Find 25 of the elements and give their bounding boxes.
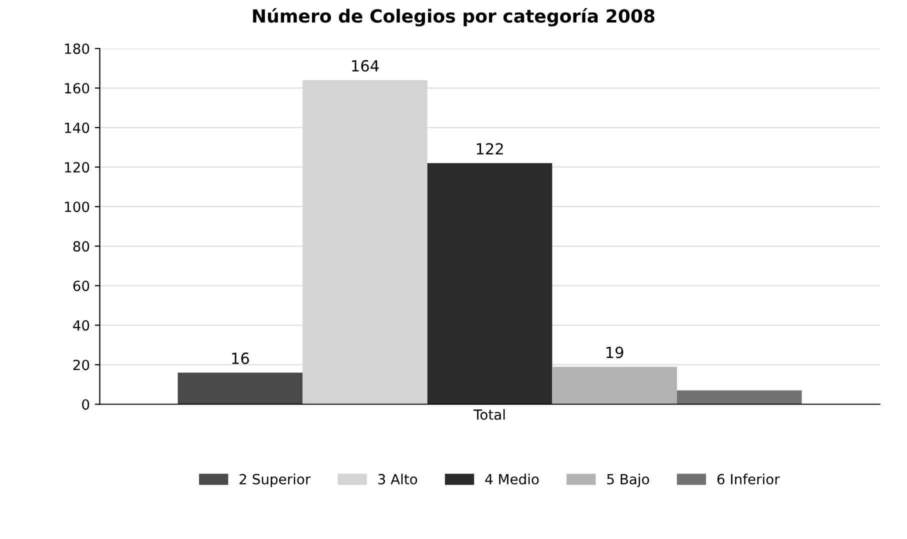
y-tick-label: 180 xyxy=(65,43,90,54)
data-label: 122 xyxy=(476,143,503,154)
bar xyxy=(427,163,552,404)
legend-label: 3 Alto xyxy=(378,474,418,484)
y-tick-label: 0 xyxy=(82,399,90,410)
bar xyxy=(676,390,802,404)
y-tick-label: 120 xyxy=(65,162,90,173)
data-label: 16 xyxy=(232,352,249,364)
y-tick-label: 100 xyxy=(65,202,90,212)
y-tick-label: 60 xyxy=(73,280,90,292)
y-tick-label: 160 xyxy=(65,83,90,94)
bar xyxy=(552,366,677,404)
y-tick-label: 40 xyxy=(73,320,90,331)
legend-label: 4 Medio xyxy=(485,474,539,484)
legend-label: 6 Inferior xyxy=(717,474,780,484)
y-tick-label: 20 xyxy=(73,360,90,370)
legend-label: 5 Bajo xyxy=(607,474,650,488)
y-tick-label: 80 xyxy=(73,241,90,252)
y-tick-label: 140 xyxy=(65,122,90,134)
data-label: 19 xyxy=(606,346,624,358)
x-tick-label: Total xyxy=(474,409,505,420)
bar xyxy=(178,372,303,404)
chart-title: Número de Colegios por categoría 2008 xyxy=(253,8,654,26)
data-label: 164 xyxy=(352,60,379,72)
legend-label: 2 Superior xyxy=(240,474,311,488)
